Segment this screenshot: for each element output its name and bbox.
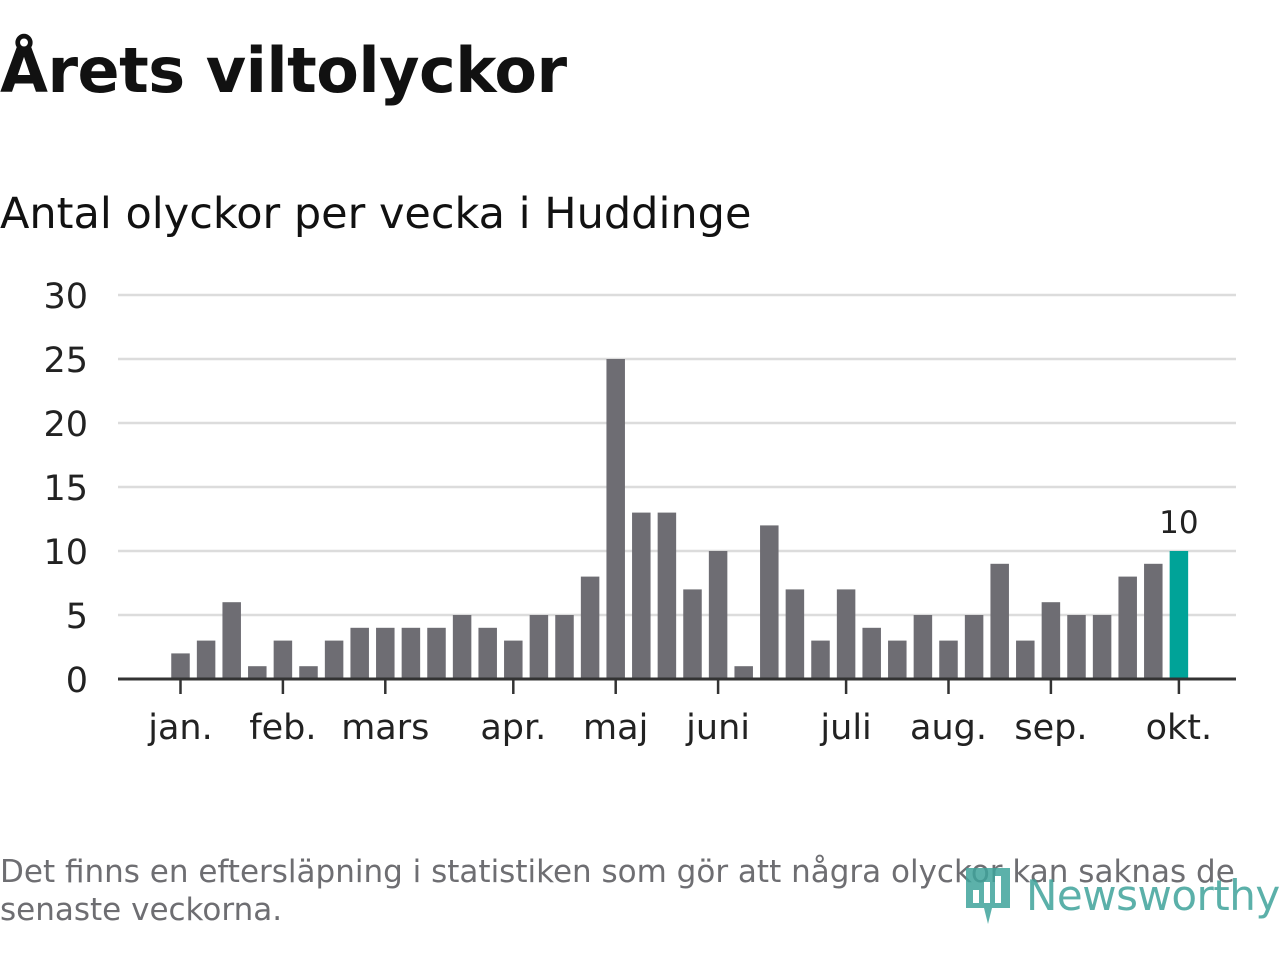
- bar: [452, 615, 472, 679]
- annotations: 10: [1159, 505, 1198, 541]
- bar: [964, 615, 984, 679]
- bar: [401, 627, 421, 679]
- bar: [299, 666, 318, 679]
- bar: [504, 640, 523, 679]
- bar: [324, 640, 344, 679]
- bar: [913, 615, 933, 679]
- bar: [427, 627, 446, 679]
- x-axis-ticks: jan. feb. mars apr. maj juni juli aug. sep. okt.: [147, 679, 1212, 748]
- y-tick-label: 15: [43, 469, 88, 509]
- x-tick-label: aug.: [910, 708, 987, 748]
- bar: [683, 589, 702, 679]
- x-tick-label: jan.: [147, 708, 212, 748]
- bar: [273, 640, 293, 679]
- bar: [1144, 563, 1163, 679]
- bar: [632, 512, 651, 679]
- bar: [1041, 602, 1061, 679]
- bar: [580, 576, 600, 679]
- x-tick-label: juli: [819, 708, 871, 748]
- x-tick-label: sep.: [1014, 708, 1087, 748]
- x-tick-label: feb.: [249, 708, 316, 748]
- newsworthy-logo-icon: [966, 868, 1010, 924]
- bar: [222, 602, 241, 679]
- bar: [196, 640, 216, 679]
- bar: [836, 589, 856, 679]
- bar: [760, 525, 779, 679]
- brand-logo: Newsworthy: [962, 862, 1280, 928]
- y-tick-label: 10: [43, 533, 88, 573]
- bar: [785, 589, 805, 679]
- bar: [1118, 576, 1137, 679]
- chart-subtitle: Antal olyckor per vecka i Huddinge: [0, 189, 752, 239]
- y-tick-label: 5: [66, 597, 88, 637]
- bars: [171, 359, 1189, 679]
- bar: [811, 640, 830, 679]
- bar-chart: 0 5 10 15 20 25 30 jan. feb. mars apr. maj juni juli…: [43, 277, 1236, 748]
- bar-highlight: [1169, 551, 1189, 679]
- y-axis-ticks: 0 5 10 15 20 25 30: [43, 277, 88, 701]
- x-tick-label: okt.: [1146, 708, 1213, 748]
- brand-name: Newsworthy: [1026, 870, 1280, 920]
- y-tick-label: 25: [43, 341, 88, 381]
- y-tick-label: 0: [66, 661, 88, 701]
- x-tick-label: juni: [685, 708, 750, 748]
- bar: [990, 563, 1009, 679]
- x-tick-label: apr.: [480, 708, 546, 748]
- bar: [862, 627, 881, 679]
- bar: [171, 653, 190, 679]
- y-tick-label: 20: [43, 405, 88, 445]
- x-tick-label: maj: [583, 708, 648, 748]
- bar: [1092, 615, 1112, 679]
- data-label: 10: [1159, 505, 1198, 541]
- bar: [1016, 640, 1035, 679]
- grid-lines: [118, 293, 1236, 617]
- bar: [888, 640, 907, 679]
- y-tick-label: 30: [43, 277, 88, 317]
- bar: [657, 512, 677, 679]
- bar: [939, 640, 958, 679]
- bar: [529, 615, 549, 679]
- bar: [734, 666, 753, 679]
- bar: [478, 627, 497, 679]
- bar: [350, 627, 369, 679]
- bar: [1067, 615, 1086, 679]
- bar: [606, 359, 625, 679]
- bar: [708, 551, 728, 679]
- footnote: Det finns en eftersläpning i statistiken…: [0, 854, 1235, 928]
- bar: [555, 615, 574, 679]
- x-tick-label: mars: [341, 708, 429, 748]
- chart-title: Årets viltolyckor: [0, 34, 567, 107]
- bar: [376, 627, 395, 679]
- bar: [248, 666, 267, 679]
